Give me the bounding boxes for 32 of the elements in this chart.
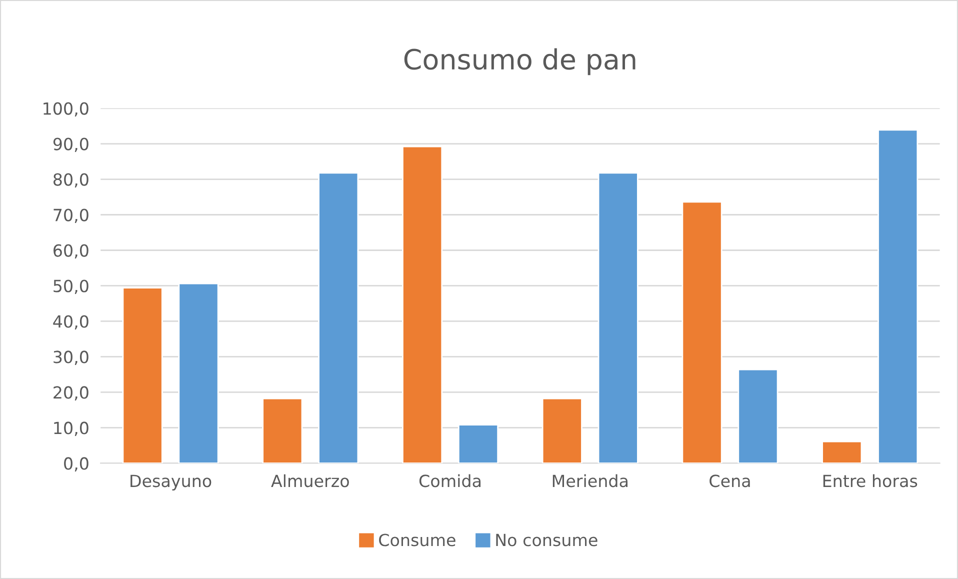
x-tick-label: Almuerzo (271, 474, 349, 488)
bar (122, 287, 163, 464)
bar (458, 424, 499, 464)
y-tick-label: 50,0 (54, 280, 88, 294)
y-tick-label: 90,0 (53, 138, 88, 152)
y-tick-label: 10,0 (54, 422, 88, 436)
bar (402, 146, 443, 464)
x-tick-label: Desayuno (130, 474, 212, 490)
bar (878, 129, 918, 464)
chart-title: Consumo de pan (404, 48, 636, 76)
y-tick-label: 20,0 (54, 386, 88, 400)
bar (822, 440, 862, 464)
y-tick-label: 80,0 (54, 173, 88, 188)
y-tick-label: 70,0 (54, 208, 88, 224)
bar (738, 368, 778, 464)
y-tick-label: 0,0 (64, 457, 88, 472)
x-tick-label: Entre horas (823, 474, 918, 488)
x-tick-label: Merienda (552, 474, 628, 488)
y-tick-label: 100,0 (44, 102, 88, 117)
legend-label: Consume (379, 534, 456, 546)
bar (262, 398, 303, 464)
bar (598, 172, 638, 464)
legend-label: No consume (496, 534, 598, 546)
bar (682, 201, 722, 464)
x-tick-label: Comida (419, 474, 480, 488)
bar (178, 282, 219, 464)
y-tick-label: 60,0 (54, 244, 88, 259)
bar (542, 398, 582, 464)
y-tick-label: 30,0 (54, 350, 88, 365)
y-tick-label: 40,0 (53, 315, 88, 330)
bar (318, 172, 359, 464)
x-tick-label: Cena (710, 474, 750, 488)
